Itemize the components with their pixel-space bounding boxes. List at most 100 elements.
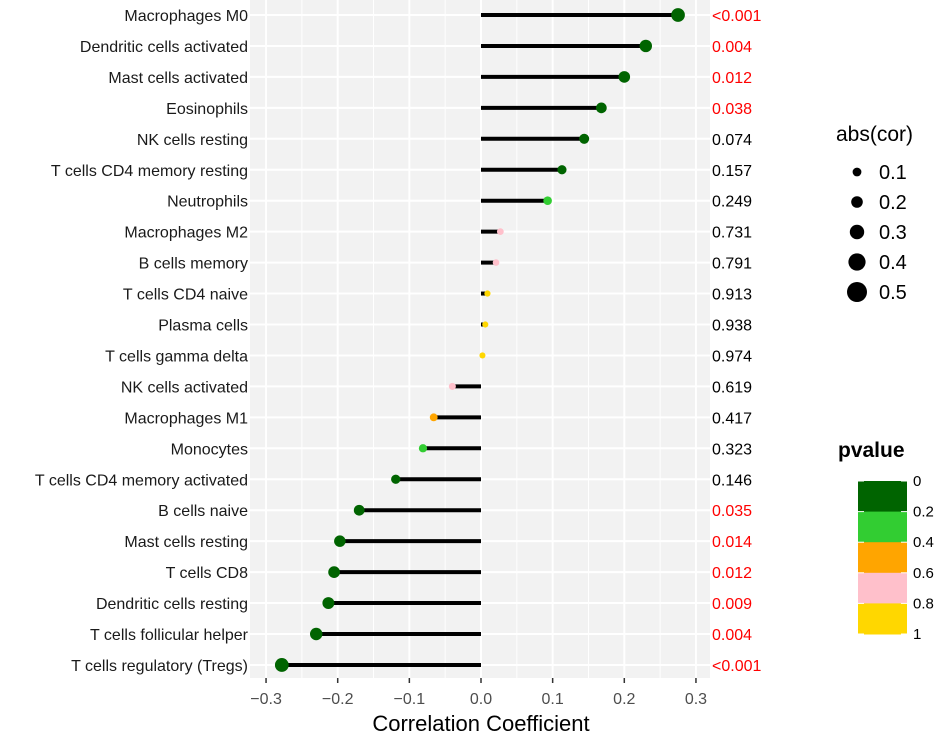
point — [492, 259, 500, 266]
point — [334, 535, 346, 547]
category-label: B cells naive — [158, 503, 248, 520]
color-legend-label: 0.8 — [913, 595, 934, 612]
category-label: T cells gamma delta — [105, 348, 248, 365]
point — [322, 597, 335, 610]
pvalue-label: 0.004 — [712, 39, 752, 56]
category-label: Plasma cells — [158, 318, 248, 335]
point — [579, 133, 590, 144]
category-label: T cells CD8 — [166, 565, 248, 582]
color-legend-label: 0.6 — [913, 565, 934, 582]
point — [274, 658, 289, 672]
category-label: T cells CD4 memory resting — [51, 163, 248, 180]
point — [391, 474, 401, 484]
point — [429, 413, 438, 422]
pvalue-label: 0.938 — [712, 318, 752, 335]
size-legend-title: abs(cor) — [836, 123, 913, 146]
point — [596, 102, 607, 114]
pvalue-label: 0.146 — [712, 472, 752, 489]
point — [479, 352, 486, 359]
point — [328, 566, 340, 578]
color-legend-segment — [858, 481, 907, 513]
color-legend-label: 0.2 — [913, 504, 934, 521]
x-tick-label: 0.3 — [685, 691, 707, 708]
point — [618, 71, 631, 83]
category-labels: Macrophages M0 Dendritic cells activated M… — [35, 8, 249, 675]
x-tick-label: 0.1 — [542, 691, 564, 708]
x-tick-label: −0.3 — [250, 691, 282, 708]
pvalue-label: 0.009 — [712, 596, 752, 613]
category-label: T cells follicular helper — [90, 627, 249, 644]
point — [671, 8, 685, 22]
pvalue-label: 0.074 — [712, 132, 752, 149]
color-legend-segment — [858, 603, 907, 635]
size-legend-label: 0.1 — [879, 162, 907, 184]
x-tick-label: 0.2 — [613, 691, 635, 708]
grid-lines — [250, 0, 710, 678]
color-legend: pvalue 0 0.2 0.4 0.6 0.8 1 — [838, 439, 934, 643]
category-label: NK cells resting — [137, 132, 248, 149]
size-legend-key — [851, 196, 863, 208]
pvalue-label: 0.791 — [712, 256, 752, 273]
category-label: Macrophages M2 — [124, 225, 248, 242]
pvalue-label: 0.731 — [712, 225, 752, 242]
x-tick-label: −0.2 — [322, 691, 354, 708]
category-label: B cells memory — [139, 256, 248, 273]
point — [448, 382, 456, 390]
category-label: Monocytes — [171, 441, 248, 458]
pvalue-label: 0.035 — [712, 503, 752, 520]
category-label: Mast cells activated — [108, 70, 248, 87]
size-legend-label: 0.3 — [879, 222, 907, 244]
pvalue-label: 0.014 — [712, 534, 752, 551]
category-label: T cells regulatory (Tregs) — [71, 658, 248, 675]
point — [482, 321, 489, 328]
category-label: Mast cells resting — [124, 534, 248, 551]
pvalue-label: 0.038 — [712, 101, 752, 118]
category-label: Eosinophils — [166, 101, 248, 118]
size-legend-key — [848, 253, 866, 271]
pvalue-label: 0.974 — [712, 348, 752, 365]
pvalue-labels: <0.001 0.004 0.012 0.038 0.074 0.157 0.249 0.73… — [712, 8, 761, 675]
color-legend-segment — [858, 572, 907, 604]
points-layer — [274, 8, 685, 672]
point — [484, 290, 491, 297]
x-tick-label: −0.1 — [394, 691, 426, 708]
point — [353, 504, 365, 516]
category-label: Dendritic cells activated — [80, 39, 248, 56]
color-legend-label: 0.4 — [913, 534, 934, 551]
point — [557, 165, 567, 175]
pvalue-label: 0.913 — [712, 287, 752, 304]
category-label: T cells CD4 memory activated — [35, 472, 248, 489]
x-axis: −0.3 −0.2 −0.1 0.0 0.1 0.2 0.3 — [250, 678, 707, 708]
pvalue-label: <0.001 — [712, 658, 761, 675]
category-label: Macrophages M0 — [124, 8, 248, 25]
point — [309, 627, 323, 641]
pvalue-label: 0.323 — [712, 441, 752, 458]
point — [639, 39, 653, 53]
size-legend-key — [849, 224, 865, 240]
pvalue-label: 0.619 — [712, 379, 752, 396]
category-label: Dendritic cells resting — [96, 596, 248, 613]
category-label: NK cells activated — [121, 379, 248, 396]
size-legend-label: 0.5 — [879, 282, 907, 304]
size-legend-key — [852, 167, 862, 177]
size-legend-key — [847, 282, 867, 302]
category-label: Neutrophils — [167, 194, 248, 211]
x-axis-title: Correlation Coefficient — [372, 711, 589, 734]
size-legend-label: 0.4 — [879, 252, 907, 274]
pvalue-label: 0.012 — [712, 565, 752, 582]
pvalue-label: 0.157 — [712, 163, 752, 180]
color-legend-title: pvalue — [838, 439, 905, 462]
category-label: Macrophages M1 — [124, 410, 248, 427]
pvalue-label: 0.249 — [712, 194, 752, 211]
point — [418, 444, 428, 453]
color-legend-label: 1 — [913, 626, 921, 643]
pvalue-label: <0.001 — [712, 8, 761, 25]
point — [543, 196, 552, 206]
category-label: T cells CD4 naive — [123, 287, 248, 304]
point — [496, 228, 504, 236]
pvalue-label: 0.012 — [712, 70, 752, 87]
size-legend: abs(cor) 0.1 0.2 0.3 0.4 0.5 — [836, 123, 913, 304]
x-tick-label: 0.0 — [470, 691, 492, 708]
pvalue-label: 0.417 — [712, 410, 752, 427]
